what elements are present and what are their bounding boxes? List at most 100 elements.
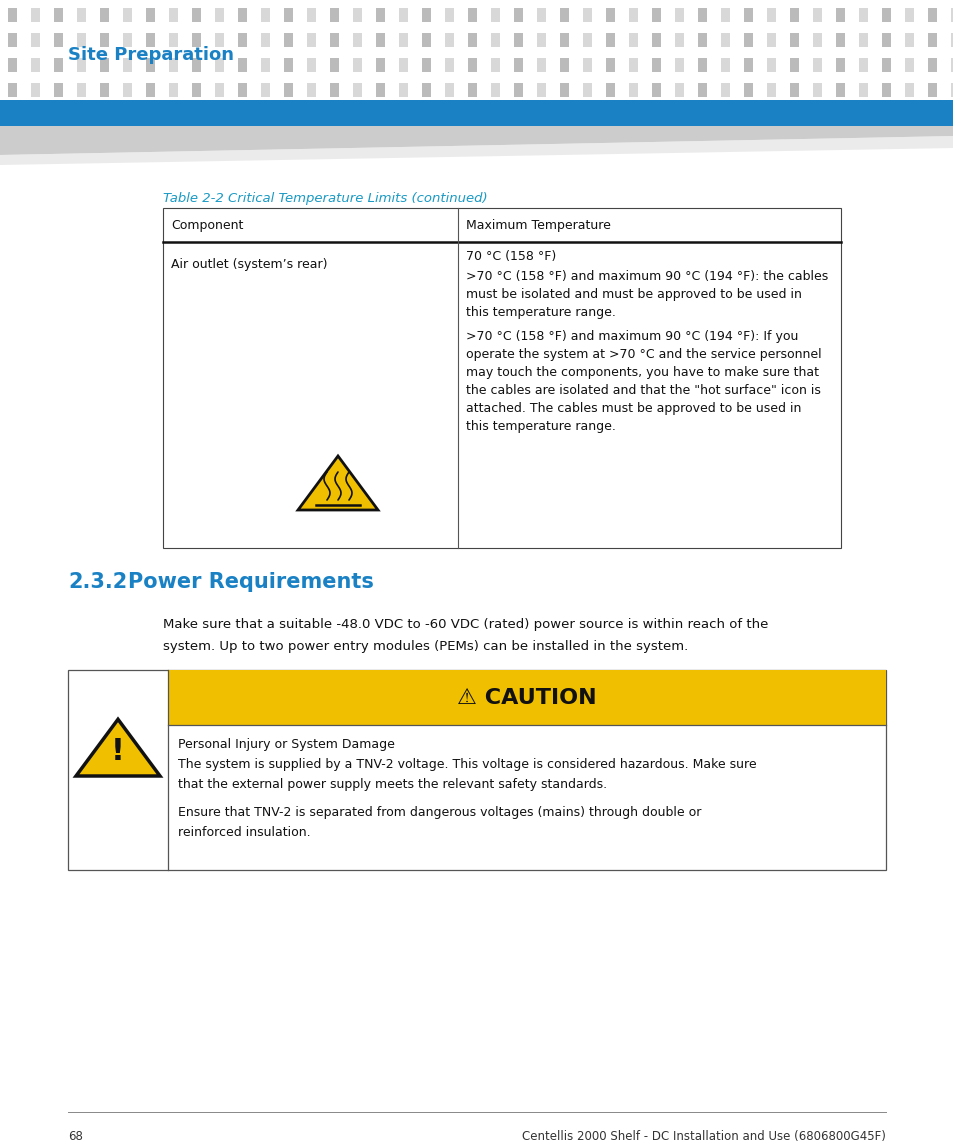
Bar (605, 82, 615, 97)
Bar (537, 58, 545, 72)
Text: Maximum Temperature: Maximum Temperature (465, 219, 610, 231)
Polygon shape (76, 719, 160, 776)
Text: !: ! (111, 736, 125, 766)
Bar (491, 33, 499, 47)
Bar (261, 8, 270, 22)
Text: 68: 68 (68, 1130, 83, 1143)
Bar (812, 82, 821, 97)
Bar (858, 58, 867, 72)
Bar (77, 58, 86, 72)
Bar (514, 58, 522, 72)
Text: >70 °C (158 °F) and maximum 90 °C (194 °F): If you
operate the system at >70 °C : >70 °C (158 °F) and maximum 90 °C (194 °… (465, 330, 821, 433)
Bar (192, 82, 201, 97)
Bar (0, 100, 953, 126)
Bar (743, 82, 752, 97)
Bar (353, 8, 361, 22)
Bar (398, 33, 408, 47)
Bar (675, 33, 683, 47)
Bar (789, 82, 799, 97)
Text: ⚠ CAUTION: ⚠ CAUTION (456, 687, 597, 708)
Bar (468, 82, 476, 97)
Bar (858, 33, 867, 47)
Bar (904, 33, 913, 47)
Bar (651, 82, 660, 97)
Bar (375, 58, 385, 72)
Bar (559, 58, 568, 72)
Bar (950, 8, 953, 22)
Bar (100, 8, 109, 22)
Bar (146, 33, 154, 47)
Bar (743, 8, 752, 22)
Bar (537, 33, 545, 47)
Bar (743, 58, 752, 72)
Text: reinforced insulation.: reinforced insulation. (178, 826, 311, 839)
Bar (214, 8, 224, 22)
Text: The system is supplied by a TNV-2 voltage. This voltage is considered hazardous.: The system is supplied by a TNV-2 voltag… (178, 758, 756, 771)
Bar (904, 8, 913, 22)
Text: system. Up to two power entry modules (PEMs) can be installed in the system.: system. Up to two power entry modules (P… (163, 640, 687, 653)
Bar (698, 33, 706, 47)
Polygon shape (297, 456, 377, 510)
Bar (237, 58, 247, 72)
Bar (882, 33, 890, 47)
Bar (8, 58, 17, 72)
Bar (444, 82, 454, 97)
Bar (950, 33, 953, 47)
Bar (628, 58, 638, 72)
Bar (491, 58, 499, 72)
Bar (651, 33, 660, 47)
Bar (491, 8, 499, 22)
Bar (421, 82, 431, 97)
Text: Power Requirements: Power Requirements (128, 572, 374, 592)
Bar (514, 8, 522, 22)
Bar (628, 82, 638, 97)
Bar (950, 58, 953, 72)
Bar (146, 8, 154, 22)
Bar (8, 8, 17, 22)
Bar (628, 8, 638, 22)
Bar (168, 670, 885, 725)
Text: Site Preparation: Site Preparation (68, 46, 233, 64)
Bar (307, 82, 315, 97)
Polygon shape (0, 126, 953, 155)
Text: that the external power supply meets the relevant safety standards.: that the external power supply meets the… (178, 777, 606, 791)
Bar (789, 33, 799, 47)
Bar (559, 82, 568, 97)
Bar (514, 33, 522, 47)
Bar (444, 58, 454, 72)
Bar (628, 33, 638, 47)
Bar (789, 58, 799, 72)
Bar (261, 33, 270, 47)
Bar (54, 33, 63, 47)
Bar (68, 670, 885, 870)
Bar (77, 82, 86, 97)
Bar (398, 58, 408, 72)
Text: Air outlet (system’s rear): Air outlet (system’s rear) (171, 258, 327, 271)
Bar (927, 8, 936, 22)
Bar (330, 58, 338, 72)
Bar (123, 82, 132, 97)
Bar (353, 82, 361, 97)
Bar (882, 82, 890, 97)
Bar (30, 8, 40, 22)
Bar (743, 33, 752, 47)
Text: 2.3.2: 2.3.2 (68, 572, 127, 592)
Text: Make sure that a suitable -48.0 VDC to -60 VDC (rated) power source is within re: Make sure that a suitable -48.0 VDC to -… (163, 618, 767, 631)
Bar (169, 58, 178, 72)
Bar (237, 8, 247, 22)
Bar (100, 82, 109, 97)
Bar (77, 33, 86, 47)
Bar (766, 8, 775, 22)
Bar (214, 33, 224, 47)
Bar (375, 8, 385, 22)
Bar (582, 8, 592, 22)
Bar (698, 58, 706, 72)
Text: >70 °C (158 °F) and maximum 90 °C (194 °F): the cables
must be isolated and must: >70 °C (158 °F) and maximum 90 °C (194 °… (465, 270, 827, 319)
Bar (375, 82, 385, 97)
Bar (284, 8, 293, 22)
Bar (537, 8, 545, 22)
Bar (514, 82, 522, 97)
Bar (100, 58, 109, 72)
Bar (54, 58, 63, 72)
Bar (307, 58, 315, 72)
